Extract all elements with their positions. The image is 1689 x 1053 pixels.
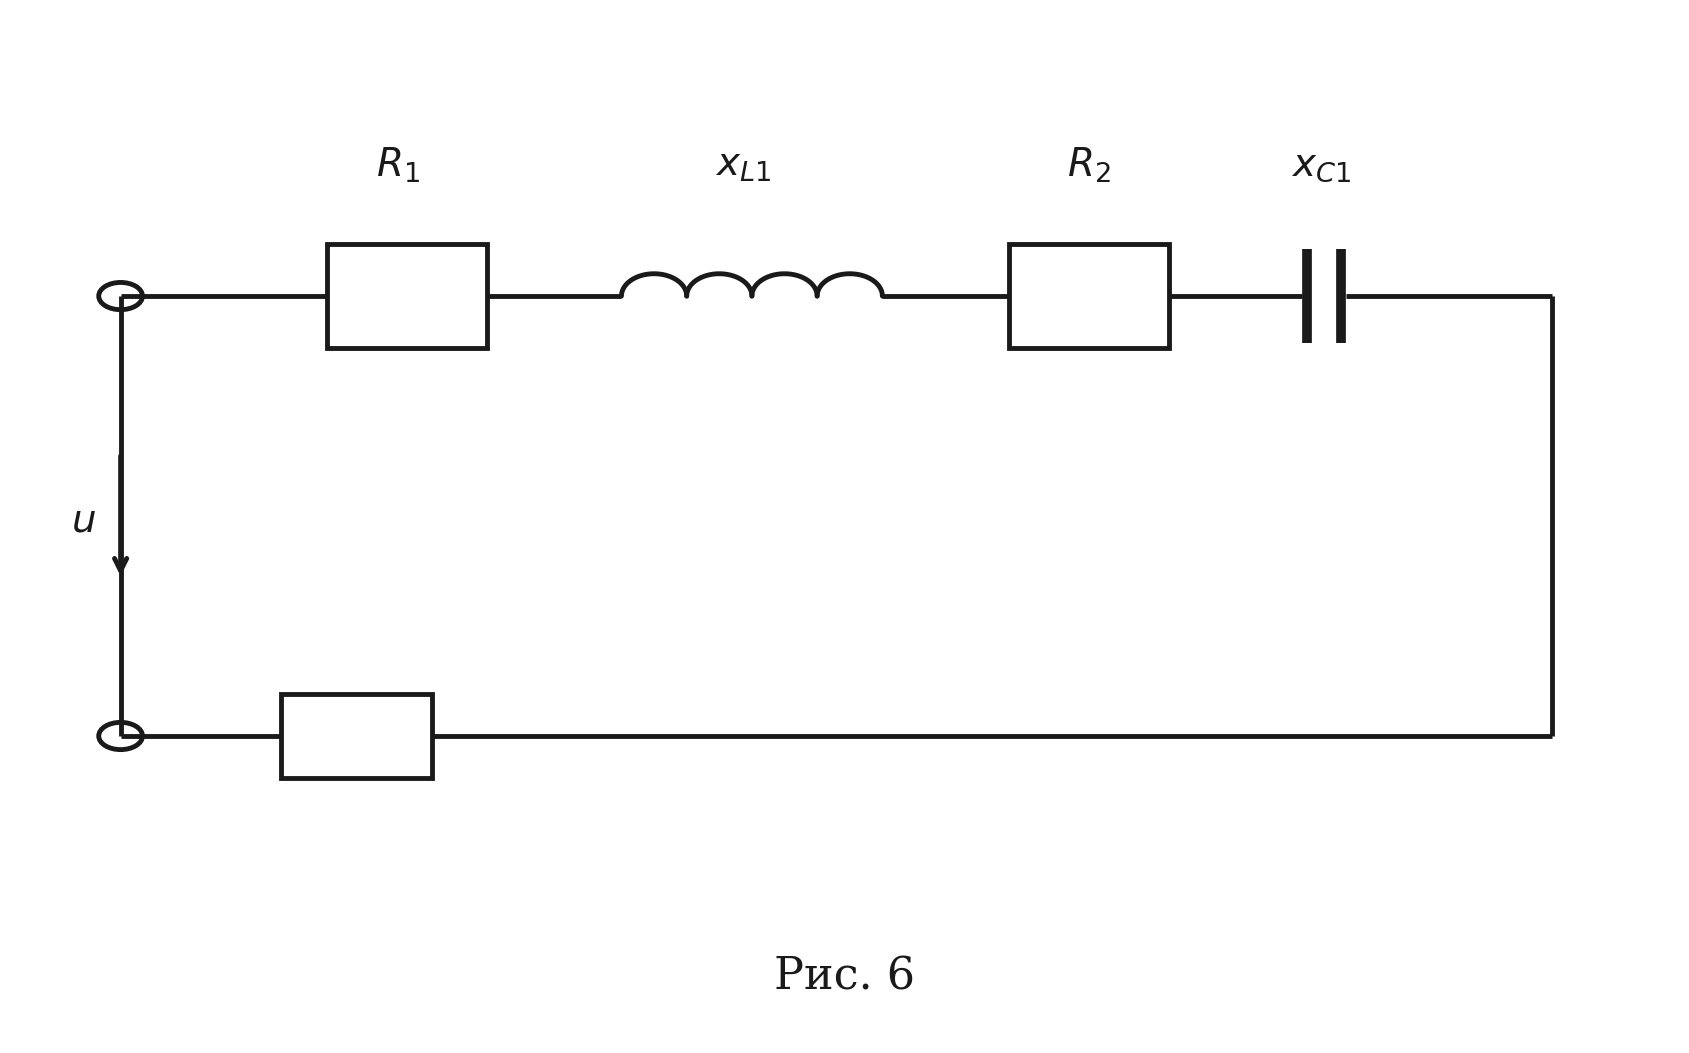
Text: Рис. 6: Рис. 6: [774, 955, 915, 998]
Bar: [280, 694, 432, 778]
Text: $x_{C1}$: $x_{C1}$: [1290, 146, 1351, 183]
Text: $u$: $u$: [71, 502, 96, 540]
Text: $R_2$: $R_2$: [1067, 145, 1110, 184]
Text: $R_1$: $R_1$: [377, 145, 421, 184]
Text: $x_{L1}$: $x_{L1}$: [716, 146, 772, 183]
Bar: [1008, 243, 1169, 349]
Bar: [328, 243, 486, 349]
